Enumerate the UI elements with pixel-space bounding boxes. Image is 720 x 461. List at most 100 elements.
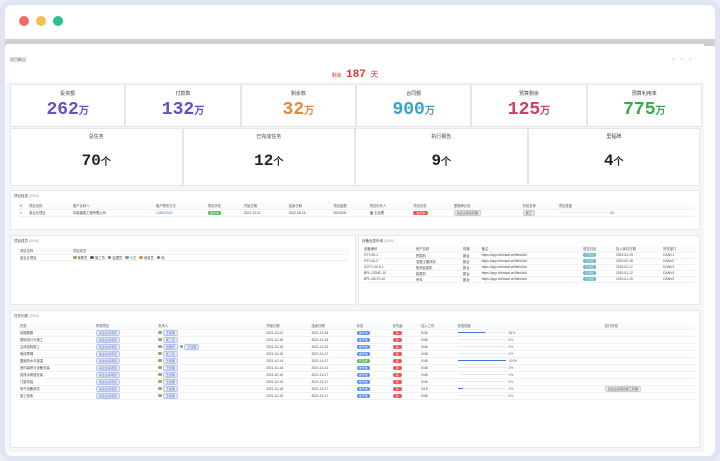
table-row[interactable]: DGTY-04-5-1 塔吊起重机 数台 https://app.lchimsai.c… bbox=[363, 264, 695, 271]
column-header[interactable]: 执行阶段 bbox=[603, 323, 695, 330]
column-header[interactable]: 项目状态 bbox=[412, 203, 453, 210]
column-header[interactable]: 规格 bbox=[462, 246, 481, 253]
task-hours: 0/48 bbox=[420, 343, 457, 351]
table-cell: 塔吊起重机 bbox=[414, 264, 463, 271]
column-header[interactable]: 阶段名称 bbox=[521, 203, 558, 210]
task-end: 2021-10-24 bbox=[310, 329, 356, 337]
cell-text: https://app.lchimsai.cn/files/tdd bbox=[481, 253, 527, 257]
column-header[interactable]: 开始日期 bbox=[265, 323, 311, 330]
column-header[interactable]: 客户名称人 bbox=[72, 203, 156, 210]
table-cell: HTY-06-1 bbox=[363, 252, 415, 259]
status-badge: 未开始 bbox=[356, 372, 370, 377]
table-row[interactable]: BPL-GSMC-10 装载机 数台 https://app.lchimsai.cn/… bbox=[363, 270, 695, 277]
more-icon[interactable]: • • • bbox=[672, 56, 694, 61]
column-header[interactable]: 备注 bbox=[480, 246, 583, 253]
column-header[interactable]: 所属项目 bbox=[94, 323, 158, 330]
table-row[interactable]: 某企业项目 某职员 施工员 监理员 小王 测量员 他 bbox=[19, 254, 349, 261]
column-header[interactable]: 里程碑计划 bbox=[452, 203, 522, 210]
column-header[interactable]: 项目名称 bbox=[28, 203, 73, 210]
column-header[interactable]: 结束日期 bbox=[310, 323, 356, 330]
task-progress: 100% bbox=[456, 357, 604, 365]
column-header[interactable]: 是否归还 bbox=[582, 246, 615, 253]
progress-bar bbox=[457, 339, 506, 341]
task-priority: 高 bbox=[391, 364, 421, 372]
column-header[interactable]: # bbox=[19, 203, 29, 210]
column-header[interactable]: 所在部门 bbox=[662, 246, 695, 253]
task-name: 前期勘察 bbox=[19, 329, 95, 337]
avatar bbox=[158, 372, 162, 377]
table-row[interactable]: 电气设备调试 某企业某项目 王经理 2021-10-18 2021-10-17 未开始 高 0… bbox=[19, 385, 695, 393]
table-row[interactable]: HTY-06-2 混凝土搅拌机 数台 https://app.lchimsai.cn/… bbox=[363, 258, 695, 265]
project-info-title-text: 项目信息 bbox=[14, 194, 28, 198]
member-name[interactable]: 小王 bbox=[129, 255, 137, 260]
task-stage bbox=[603, 329, 695, 337]
task-stage bbox=[603, 364, 695, 372]
table-row[interactable]: 管线预埋 某企业某项目 施工员 2021-10-15 2021-10-17 未开始 高 0/4… bbox=[19, 350, 695, 358]
tasks-panel: 任务列表 (1000) 任务 所属项目 负责人 开始日期 结束日期 状态 优先级 加入工时 完成… bbox=[10, 310, 700, 448]
task-hours: 0/48 bbox=[420, 364, 457, 372]
minimize-window-icon[interactable] bbox=[36, 16, 46, 26]
column-header[interactable]: 加入工时 bbox=[420, 323, 457, 330]
maximize-window-icon[interactable] bbox=[53, 16, 63, 26]
stat-value: 262万 bbox=[11, 100, 124, 120]
task-owners: 施工员 bbox=[157, 336, 266, 344]
column-header[interactable]: 项目成员 bbox=[72, 248, 349, 255]
table-row[interactable]: 门窗安装 某企业某项目 王经理 2021-10-19 2021-10-17 未开始 高 0/4… bbox=[19, 378, 695, 386]
table-row[interactable]: 屋面防水与保温 某企业某项目 王经理 2021-10-14 2021-10-17 已完成 高… bbox=[19, 357, 695, 365]
table-row[interactable]: 基础设计与施工 某企业某项目 施工员 2021-10-18 2021-10-15 未开始 高… bbox=[19, 336, 695, 344]
task-end: 2021-10-17 bbox=[310, 392, 356, 400]
table-row[interactable]: 竣工验收 某企业某项目 王经理 2021-10-19 2021-10-17 未开始 高 0/4… bbox=[19, 392, 695, 400]
table-row[interactable]: 主体结构施工 某企业某项目 监理员 王经理 2021-10-19 2021-10-21 未开… bbox=[19, 343, 695, 351]
task-hours: 0/48 bbox=[420, 371, 457, 379]
task-stage bbox=[603, 378, 695, 386]
avatar bbox=[158, 344, 162, 349]
table-row[interactable]: 1 某企业项目 华能建筑工程有限公司 138000000 进行中 2021-10-21 20… bbox=[19, 209, 695, 217]
cell-text: 138000000 bbox=[156, 210, 173, 215]
task-project: 某企业某项目 bbox=[94, 350, 158, 358]
project-info-table: # 项目名称 客户名称人 客户联系方式 项目状态 开始日期 结束日期 项目金额 项目负责人 项目状… bbox=[19, 203, 695, 217]
task-name: 室内装修与设备安装 bbox=[19, 364, 95, 372]
status-badge: 未开始 bbox=[356, 337, 370, 342]
status-badge: 未开始 bbox=[356, 365, 370, 370]
task-project: 某企业某项目 bbox=[94, 371, 158, 379]
stat-unit: 万 bbox=[78, 107, 89, 118]
priority-badge: 高 bbox=[392, 337, 402, 342]
column-header[interactable]: 优先级 bbox=[391, 323, 421, 330]
task-end: 2021-10-17 bbox=[310, 385, 356, 393]
member-name[interactable]: 某职员 bbox=[77, 255, 88, 260]
stat-label: 预算剩余 bbox=[518, 91, 539, 97]
column-header[interactable]: 客户联系方式 bbox=[155, 203, 207, 210]
column-header[interactable]: 项目状态 bbox=[206, 203, 243, 210]
column-header[interactable]: 结束日期 bbox=[287, 203, 333, 210]
column-header[interactable]: 项目负责人 bbox=[368, 203, 413, 210]
close-window-icon[interactable] bbox=[19, 16, 29, 26]
column-header[interactable]: 设备编号 bbox=[363, 246, 415, 253]
table-cell: DGTY-04-5-1 bbox=[363, 264, 415, 271]
member-name[interactable]: 监理员 bbox=[112, 255, 123, 260]
table-row[interactable]: 前期勘察 某企业某项目 王经理 2021-10-22 2021-10-24 进行中 高 5/3… bbox=[19, 329, 695, 337]
column-header[interactable]: 资产名称 bbox=[414, 246, 463, 253]
table-row[interactable]: 给排水管道安装 某企业某项目 王经理 2021-10-19 2021-10-17 未开始 高… bbox=[19, 371, 695, 379]
table-row[interactable]: BPL-06170-10 吊车 数台 https://app.lchimsai.cn/… bbox=[363, 276, 695, 283]
column-header[interactable]: 负责人 bbox=[157, 323, 266, 330]
status-badge: 已完成 bbox=[356, 358, 370, 363]
column-header[interactable]: 任务 bbox=[19, 323, 95, 330]
table-cell: 数台 bbox=[462, 276, 481, 283]
column-header[interactable]: 项目金额 bbox=[332, 203, 369, 210]
tasks-table: 任务 所属项目 负责人 开始日期 结束日期 状态 优先级 加入工时 完成进度 执行阶段 前期勘察 某企… bbox=[19, 323, 695, 400]
column-header[interactable]: 完成进度 bbox=[456, 323, 604, 330]
table-row[interactable]: 室内装修与设备安装 某企业某项目 王经理 2021-10-18 2021-10-21 未开… bbox=[19, 364, 695, 372]
member-name[interactable]: 施工员 bbox=[94, 255, 105, 260]
table-cell: 王经理 bbox=[368, 209, 413, 217]
member-name[interactable]: 他 bbox=[161, 255, 165, 260]
column-header[interactable]: 项目进度 bbox=[557, 203, 695, 210]
member-name[interactable]: 测量员 bbox=[143, 255, 154, 260]
column-header[interactable]: 项目名称 bbox=[19, 248, 73, 255]
column-header[interactable]: 加入库存日期 bbox=[614, 246, 663, 253]
tasks-title-text: 任务列表 bbox=[14, 314, 28, 318]
cell-text: DANV1 bbox=[663, 253, 675, 257]
status-badge: 未开始 bbox=[356, 379, 370, 384]
column-header[interactable]: 状态 bbox=[355, 323, 392, 330]
column-header[interactable]: 开始日期 bbox=[242, 203, 288, 210]
table-row[interactable]: HTY-06-1 挖掘机 数台 https://app.lchimsai.cn/fil… bbox=[363, 252, 695, 259]
